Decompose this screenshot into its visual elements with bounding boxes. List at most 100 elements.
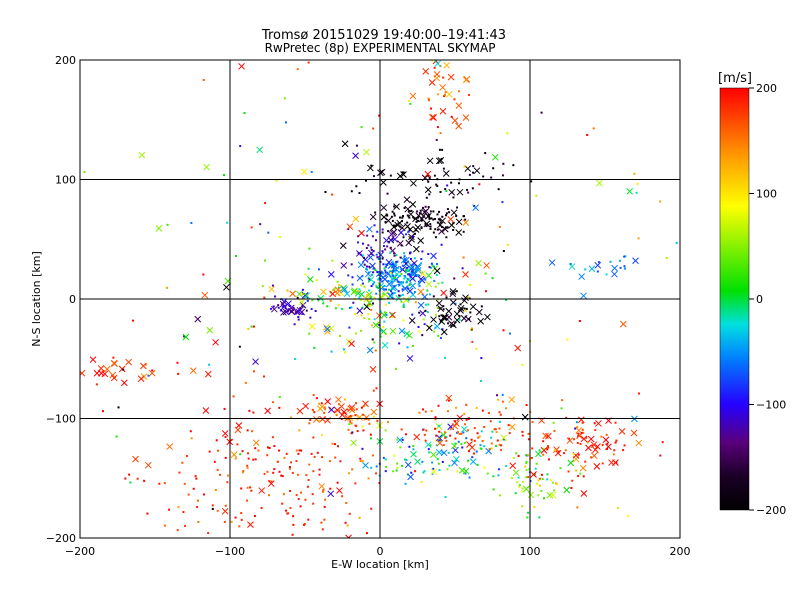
data-point-dot xyxy=(392,224,395,227)
data-point-dot xyxy=(424,410,427,413)
data-point-dot xyxy=(321,528,324,531)
data-point-cross xyxy=(418,215,426,223)
data-point-dot xyxy=(420,480,423,483)
data-point-cross xyxy=(407,261,415,269)
data-point-dot xyxy=(336,481,339,484)
data-point-cross xyxy=(602,436,610,444)
data-point-cross xyxy=(401,285,409,293)
data-point-dot xyxy=(246,486,249,489)
data-point-dot xyxy=(428,217,431,220)
data-point-dot xyxy=(370,164,373,167)
data-point-dot xyxy=(406,214,409,217)
data-point-dot xyxy=(614,441,617,444)
data-point-cross xyxy=(455,122,463,130)
data-point-dot xyxy=(434,416,437,419)
data-point-dot xyxy=(309,419,312,422)
data-point-cross xyxy=(385,258,393,266)
data-point-dot xyxy=(383,320,386,323)
data-point-dot xyxy=(323,406,326,409)
data-point-dot xyxy=(361,242,364,245)
data-point-dot xyxy=(444,188,447,191)
data-point-dot xyxy=(465,403,468,406)
data-point-cross xyxy=(548,259,556,266)
data-point-dot xyxy=(509,332,512,335)
data-point-dot xyxy=(260,506,263,509)
data-point-dot xyxy=(531,447,534,450)
data-point-dot xyxy=(312,470,315,473)
data-point-dot xyxy=(483,445,486,448)
data-point-cross xyxy=(194,315,202,323)
data-point-dot xyxy=(223,407,226,410)
data-point-dot xyxy=(404,433,407,436)
data-point-dot xyxy=(512,164,515,167)
data-point-cross xyxy=(391,235,399,243)
data-point-dot xyxy=(427,206,430,209)
data-point-dot xyxy=(461,267,464,270)
data-point-dot xyxy=(311,299,314,302)
data-point-cross xyxy=(414,458,421,465)
data-point-dot xyxy=(83,170,86,173)
data-point-dot xyxy=(470,438,473,441)
data-point-dot xyxy=(272,305,275,308)
data-point-dot xyxy=(183,482,186,485)
data-point-dot xyxy=(565,416,568,419)
data-point-dot xyxy=(143,479,146,482)
data-point-cross xyxy=(362,462,369,469)
data-point-dot xyxy=(576,441,579,444)
data-point-dot xyxy=(482,175,485,178)
data-point-cross xyxy=(369,213,377,221)
data-point-dot xyxy=(283,97,286,100)
data-point-cross xyxy=(484,313,491,321)
data-point-dot xyxy=(146,512,149,515)
data-point-dot xyxy=(459,303,462,306)
data-point-dot xyxy=(502,162,505,165)
data-point-cross xyxy=(318,482,326,490)
data-point-cross xyxy=(413,433,421,441)
data-point-dot xyxy=(393,254,396,257)
data-point-dot xyxy=(318,402,321,405)
data-point-dot xyxy=(397,290,400,293)
data-point-dot xyxy=(207,532,210,535)
data-point-dot xyxy=(417,274,420,277)
data-point-dot xyxy=(331,193,334,196)
data-point-dot xyxy=(431,264,434,267)
data-point-dot xyxy=(399,216,402,219)
data-point-dot xyxy=(525,476,528,479)
data-point-dot xyxy=(371,454,374,457)
data-point-cross xyxy=(389,311,396,319)
data-point-dot xyxy=(675,241,678,244)
data-point-dot xyxy=(433,174,436,177)
data-point-dot xyxy=(195,477,198,480)
data-point-dot xyxy=(455,290,458,293)
data-point-cross xyxy=(596,179,603,187)
data-point-dot xyxy=(421,218,424,221)
data-point-dot xyxy=(355,402,358,405)
data-point-dot xyxy=(445,212,448,215)
data-point-dot xyxy=(363,405,366,408)
data-point-dot xyxy=(330,350,333,353)
data-point-dot xyxy=(659,454,662,457)
data-point-cross xyxy=(594,261,602,269)
data-point-cross xyxy=(201,291,209,299)
data-point-dot xyxy=(481,440,484,443)
data-point-dot xyxy=(471,456,474,459)
data-point-dot xyxy=(398,275,401,278)
data-point-dot xyxy=(241,450,244,453)
data-point-dot xyxy=(244,381,247,384)
data-point-dot xyxy=(418,411,421,414)
data-point-dot xyxy=(348,423,351,426)
data-point-cross xyxy=(433,71,441,78)
data-point-cross xyxy=(439,84,446,91)
data-point-dot xyxy=(358,288,361,291)
data-point-dot xyxy=(372,267,375,270)
data-point-cross xyxy=(362,400,369,408)
data-point-dot xyxy=(277,304,280,307)
data-point-dot xyxy=(384,470,387,473)
data-point-dot xyxy=(219,473,222,476)
data-point-dot xyxy=(439,337,442,340)
data-point-dot xyxy=(147,374,150,377)
data-point-dot xyxy=(393,265,396,268)
data-point-dot xyxy=(304,498,307,501)
data-point-dot xyxy=(452,451,455,454)
data-point-dot xyxy=(429,223,432,226)
